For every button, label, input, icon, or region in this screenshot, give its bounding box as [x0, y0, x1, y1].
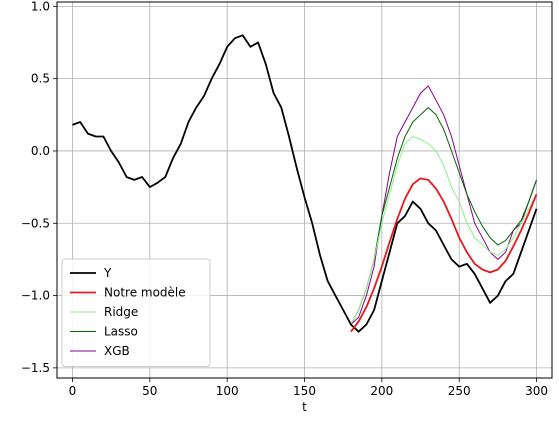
series-line-2 [350, 136, 537, 325]
series-line-3 [350, 107, 537, 325]
y-tick-label: 1.0 [31, 0, 50, 13]
legend-label: Y [103, 266, 112, 280]
x-tick-label: 0 [69, 384, 77, 398]
y-tick-label: −1.0 [21, 289, 50, 303]
x-tick-label: 100 [216, 384, 239, 398]
y-tick-label: 0.0 [31, 144, 50, 158]
series-line-0 [72, 34, 538, 333]
ticks: 0 50 100 150 200 250 300 1.0 0.5 0.0 −0.5 −1.0 −1.5 [21, 0, 548, 398]
legend: Y Notre modèle Ridge Lasso XGB [61, 258, 211, 367]
x-axis-label: t [302, 400, 307, 414]
x-tick-label: 200 [370, 384, 393, 398]
series-line-1 [350, 177, 538, 333]
y-tick-label: −1.5 [21, 361, 50, 375]
legend-label: Lasso [104, 325, 138, 339]
y-tick-label: 0.5 [31, 72, 50, 86]
legend-box [61, 258, 211, 367]
series-line-4 [350, 85, 537, 325]
legend-label: XGB [104, 344, 130, 358]
y-tick-label: −0.5 [21, 216, 50, 230]
legend-label: Notre modèle [104, 286, 186, 300]
series-lines [72, 34, 538, 333]
x-tick-label: 50 [142, 384, 157, 398]
x-tick-label: 300 [525, 384, 548, 398]
legend-label: Ridge [104, 305, 138, 319]
x-tick-label: 250 [448, 384, 471, 398]
x-tick-label: 150 [293, 384, 316, 398]
